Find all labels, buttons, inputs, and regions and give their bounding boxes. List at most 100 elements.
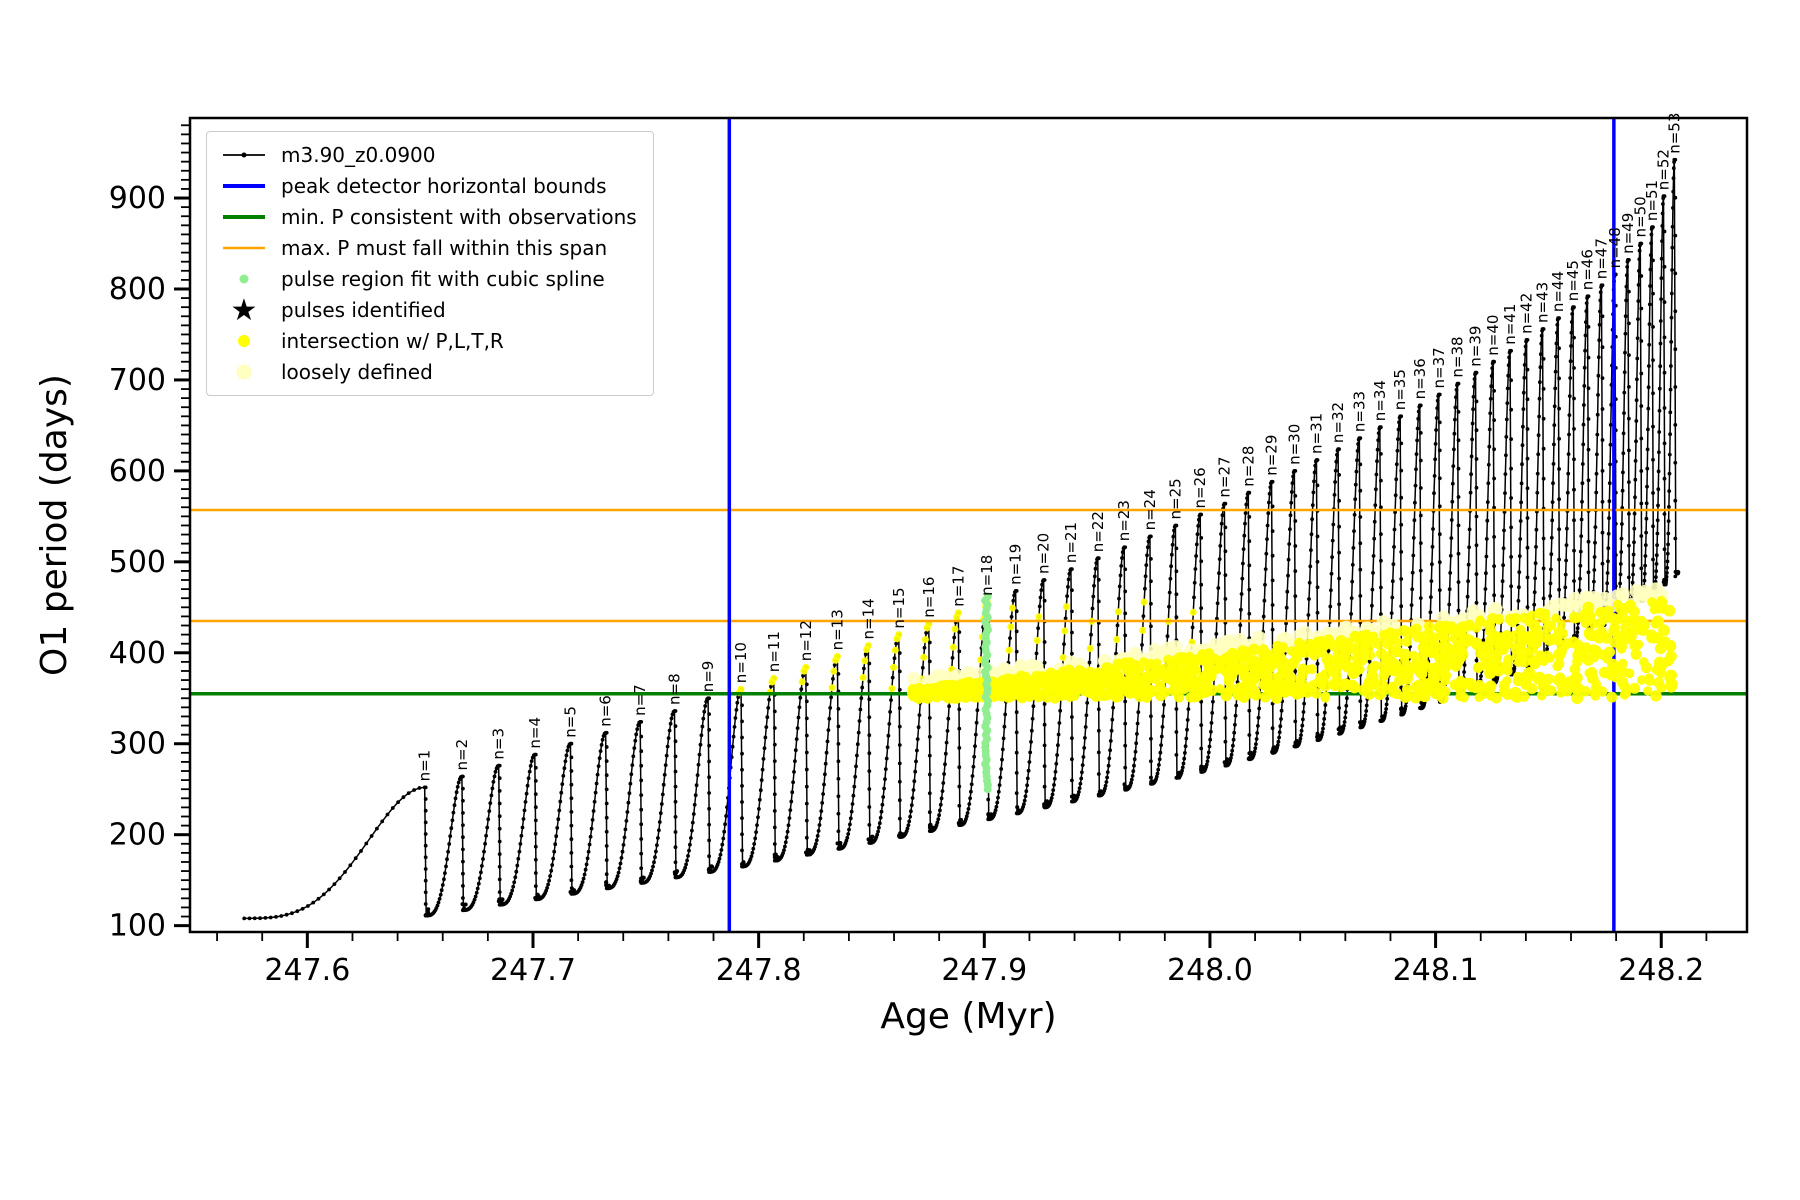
svg-text:n=25: n=25 bbox=[1166, 478, 1184, 519]
svg-text:n=49: n=49 bbox=[1619, 213, 1637, 254]
legend-label: loosely defined bbox=[281, 360, 433, 384]
legend-line-icon bbox=[217, 173, 271, 199]
legend-dot-icon bbox=[217, 266, 271, 292]
svg-text:n=29: n=29 bbox=[1263, 435, 1281, 476]
legend-entry-5: ★ pulses identified bbox=[217, 297, 637, 323]
svg-text:n=19: n=19 bbox=[1007, 544, 1025, 585]
svg-text:n=14: n=14 bbox=[859, 598, 877, 639]
svg-text:★: ★ bbox=[231, 297, 258, 323]
svg-text:n=42: n=42 bbox=[1518, 293, 1536, 334]
svg-text:100: 100 bbox=[109, 909, 166, 944]
svg-text:n=31: n=31 bbox=[1308, 413, 1326, 454]
pulse-annotations: n=1 n=2 n=3 n=4 n=5 n=6 n=7 n=8 n=9 n=10 n=11 n=12 n… bbox=[416, 113, 1684, 782]
svg-text:247.6: 247.6 bbox=[264, 953, 350, 988]
cubic-spline-region-dots bbox=[981, 592, 992, 794]
svg-text:n=20: n=20 bbox=[1035, 533, 1053, 574]
svg-text:n=37: n=37 bbox=[1430, 347, 1448, 388]
svg-text:800: 800 bbox=[109, 272, 166, 307]
svg-text:n=46: n=46 bbox=[1579, 249, 1597, 290]
svg-text:n=50: n=50 bbox=[1631, 196, 1649, 237]
legend-line-icon bbox=[217, 235, 271, 261]
svg-text:n=1: n=1 bbox=[416, 750, 434, 782]
svg-text:n=26: n=26 bbox=[1191, 467, 1209, 508]
svg-text:248.2: 248.2 bbox=[1618, 953, 1704, 988]
svg-text:n=24: n=24 bbox=[1141, 489, 1159, 530]
svg-text:n=30: n=30 bbox=[1285, 424, 1303, 465]
svg-text:n=11: n=11 bbox=[765, 631, 783, 672]
svg-text:n=34: n=34 bbox=[1371, 380, 1389, 421]
legend-entry-6: intersection w/ P,L,T,R bbox=[217, 328, 637, 354]
svg-text:n=43: n=43 bbox=[1534, 282, 1552, 323]
intersection-region-dots bbox=[907, 595, 1678, 704]
svg-text:n=16: n=16 bbox=[920, 577, 938, 618]
legend-entry-2: min. P consistent with observations bbox=[217, 204, 637, 230]
legend-label: pulse region fit with cubic spline bbox=[281, 267, 605, 291]
svg-text:n=22: n=22 bbox=[1089, 511, 1107, 552]
legend-label: pulses identified bbox=[281, 298, 446, 322]
svg-text:n=28: n=28 bbox=[1239, 446, 1257, 487]
svg-text:n=4: n=4 bbox=[526, 717, 544, 749]
legend-label: peak detector horizontal bounds bbox=[281, 174, 607, 198]
svg-text:n=39: n=39 bbox=[1467, 326, 1485, 367]
legend-dot-icon bbox=[217, 359, 271, 385]
svg-text:200: 200 bbox=[109, 818, 166, 853]
axes: 247.6 247.7 247.8 247.9 248.0 248.1 248.2 100 20… bbox=[34, 116, 1749, 1037]
svg-text:n=18: n=18 bbox=[978, 555, 996, 596]
legend-entry-0: m3.90_z0.0900 bbox=[217, 142, 637, 168]
svg-text:n=3: n=3 bbox=[490, 728, 508, 760]
svg-text:n=40: n=40 bbox=[1484, 315, 1502, 356]
svg-text:n=35: n=35 bbox=[1391, 369, 1409, 410]
svg-text:n=44: n=44 bbox=[1549, 271, 1567, 312]
svg-text:n=9: n=9 bbox=[699, 661, 717, 693]
svg-text:n=33: n=33 bbox=[1350, 391, 1368, 432]
svg-text:248.0: 248.0 bbox=[1167, 953, 1253, 988]
y-axis-label: O1 period (days) bbox=[34, 374, 75, 676]
legend-dot-icon bbox=[217, 328, 271, 354]
svg-text:900: 900 bbox=[109, 181, 166, 216]
svg-text:n=48: n=48 bbox=[1606, 227, 1624, 268]
svg-text:n=15: n=15 bbox=[890, 587, 908, 628]
svg-text:n=47: n=47 bbox=[1593, 238, 1611, 279]
svg-text:600: 600 bbox=[109, 454, 166, 489]
legend-label: min. P consistent with observations bbox=[281, 205, 637, 229]
legend-label: m3.90_z0.0900 bbox=[281, 143, 436, 167]
svg-text:n=17: n=17 bbox=[949, 566, 967, 607]
legend-label: max. P must fall within this span bbox=[281, 236, 608, 260]
svg-text:n=53: n=53 bbox=[1665, 113, 1683, 154]
svg-text:n=7: n=7 bbox=[631, 684, 649, 716]
svg-text:300: 300 bbox=[109, 727, 166, 762]
svg-text:247.8: 247.8 bbox=[716, 953, 802, 988]
svg-text:n=38: n=38 bbox=[1449, 336, 1467, 377]
svg-text:n=21: n=21 bbox=[1062, 522, 1080, 563]
svg-text:400: 400 bbox=[109, 636, 166, 671]
svg-text:n=10: n=10 bbox=[732, 642, 750, 683]
svg-text:n=23: n=23 bbox=[1115, 500, 1133, 541]
svg-text:500: 500 bbox=[109, 545, 166, 580]
legend-label: intersection w/ P,L,T,R bbox=[281, 329, 504, 353]
svg-text:n=52: n=52 bbox=[1655, 149, 1673, 190]
legend-entry-4: pulse region fit with cubic spline bbox=[217, 266, 637, 292]
svg-text:n=8: n=8 bbox=[666, 673, 684, 705]
legend-entry-1: peak detector horizontal bounds bbox=[217, 173, 637, 199]
legend-entry-3: max. P must fall within this span bbox=[217, 235, 637, 261]
legend-entry-7: loosely defined bbox=[217, 359, 637, 385]
svg-text:248.1: 248.1 bbox=[1393, 953, 1479, 988]
svg-text:247.7: 247.7 bbox=[490, 953, 576, 988]
legend-star-icon: ★ bbox=[217, 297, 271, 323]
svg-text:n=36: n=36 bbox=[1411, 358, 1429, 399]
svg-text:247.9: 247.9 bbox=[941, 953, 1027, 988]
svg-text:n=41: n=41 bbox=[1501, 304, 1519, 345]
svg-text:n=2: n=2 bbox=[453, 739, 471, 771]
svg-text:n=13: n=13 bbox=[828, 609, 846, 650]
legend-line-icon bbox=[217, 204, 271, 230]
svg-text:n=32: n=32 bbox=[1329, 402, 1347, 443]
svg-text:n=12: n=12 bbox=[797, 620, 815, 661]
svg-text:n=5: n=5 bbox=[561, 706, 579, 738]
x-axis-label: Age (Myr) bbox=[880, 996, 1056, 1037]
svg-text:n=51: n=51 bbox=[1643, 180, 1661, 221]
svg-text:n=45: n=45 bbox=[1564, 260, 1582, 301]
legend-line-dot-icon bbox=[217, 142, 271, 168]
